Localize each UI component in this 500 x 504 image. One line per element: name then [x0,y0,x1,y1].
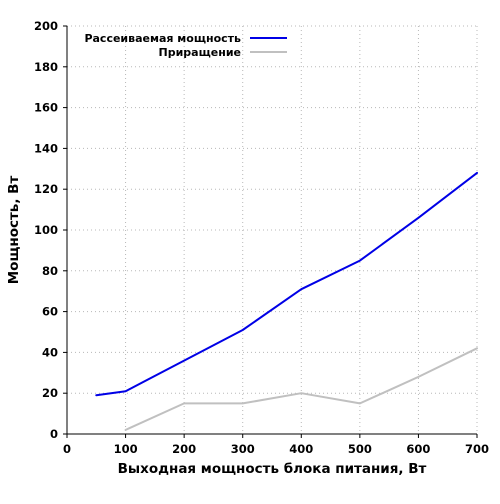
x-tick-label: 400 [289,442,313,456]
y-tick-label: 40 [42,345,58,359]
series-line-2 [124,347,478,431]
x-tick-label: 500 [348,442,372,456]
y-tick-label: 200 [34,19,58,33]
x-tick-label: 300 [231,442,255,456]
y-axis-title: Мощность, Вт [6,176,22,285]
x-tick-label: 100 [114,442,138,456]
legend-label-2: Приращение [159,46,241,59]
y-tick-label: 160 [34,101,58,115]
x-axis-ticks: 0 100 200 300 400 500 600 700 [63,434,489,456]
x-tick-label: 0 [63,442,71,456]
x-tick-label: 700 [465,442,489,456]
y-tick-label: 120 [34,182,58,196]
y-tick-label: 140 [34,141,58,155]
grid [67,25,478,434]
y-tick-label: 20 [42,386,58,400]
x-tick-label: 600 [406,442,430,456]
legend-label-1: Рассеиваемая мощность [84,32,241,45]
x-tick-label: 200 [172,442,196,456]
y-tick-label: 80 [42,264,58,278]
data-series [95,171,478,431]
y-tick-label: 180 [34,60,58,74]
x-axis-title: Выходная мощность блока питания, Вт [118,461,427,477]
y-axis-ticks: 0 20 40 60 80 100 120 140 160 180 200 [34,19,67,441]
y-tick-label: 0 [50,427,58,441]
series-line-1 [95,171,478,397]
y-tick-label: 60 [42,305,58,319]
y-tick-label: 100 [34,223,58,237]
